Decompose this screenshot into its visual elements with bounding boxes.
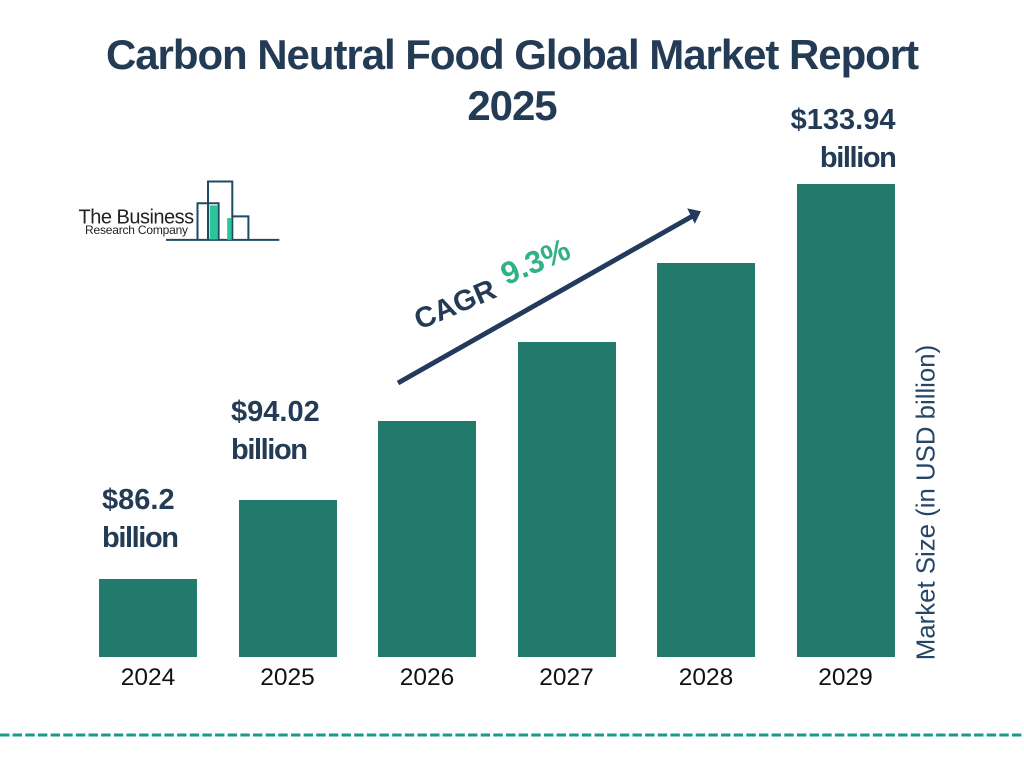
svg-text:CAGR 9.3%: CAGR 9.3% [405, 231, 578, 337]
svg-text:The Business: The Business [79, 206, 195, 228]
svg-text:Market Size (in USD billion): Market Size (in USD billion) [913, 345, 941, 660]
svg-text:Research Company: Research Company [85, 223, 188, 237]
